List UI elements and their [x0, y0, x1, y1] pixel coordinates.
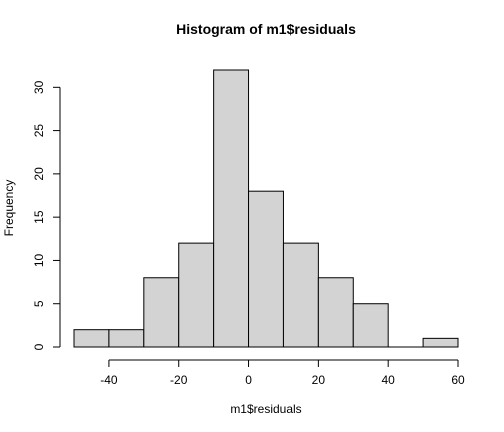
y-tick-label: 25 — [32, 124, 46, 138]
y-tick-label: 5 — [32, 300, 46, 307]
x-tick-label: -20 — [170, 373, 188, 387]
x-tick-label: 0 — [245, 373, 252, 387]
x-axis-label: m1$residuals — [230, 402, 301, 416]
histogram-bar — [282, 242, 319, 348]
y-tick-label: 15 — [32, 210, 46, 224]
y-tick-label: 10 — [32, 253, 46, 267]
histogram-bar — [422, 337, 459, 348]
chart-title: Histogram of m1$residuals — [176, 21, 356, 37]
histogram-bar — [108, 329, 145, 348]
x-tick-label: 20 — [312, 373, 326, 387]
y-axis-label: Frequency — [2, 180, 16, 237]
x-tick-label: 40 — [382, 373, 396, 387]
histogram-bar — [352, 303, 389, 348]
x-axis: -40 -20 0 20 40 60 — [100, 359, 465, 387]
histogram-bar — [317, 277, 354, 348]
histogram-bar — [213, 69, 250, 348]
x-tick-label: -40 — [100, 373, 118, 387]
y-tick-label: 0 — [32, 343, 46, 350]
histogram-bar — [143, 277, 180, 348]
histogram-bar — [248, 190, 284, 348]
y-tick-label: 30 — [32, 80, 46, 94]
bars-group — [73, 69, 459, 348]
y-tick-label: 20 — [32, 167, 46, 181]
y-axis: 0 5 10 15 20 25 30 — [32, 80, 61, 350]
histogram-bar — [73, 329, 110, 348]
x-tick-label: 60 — [451, 373, 465, 387]
histogram-bar — [178, 242, 215, 348]
